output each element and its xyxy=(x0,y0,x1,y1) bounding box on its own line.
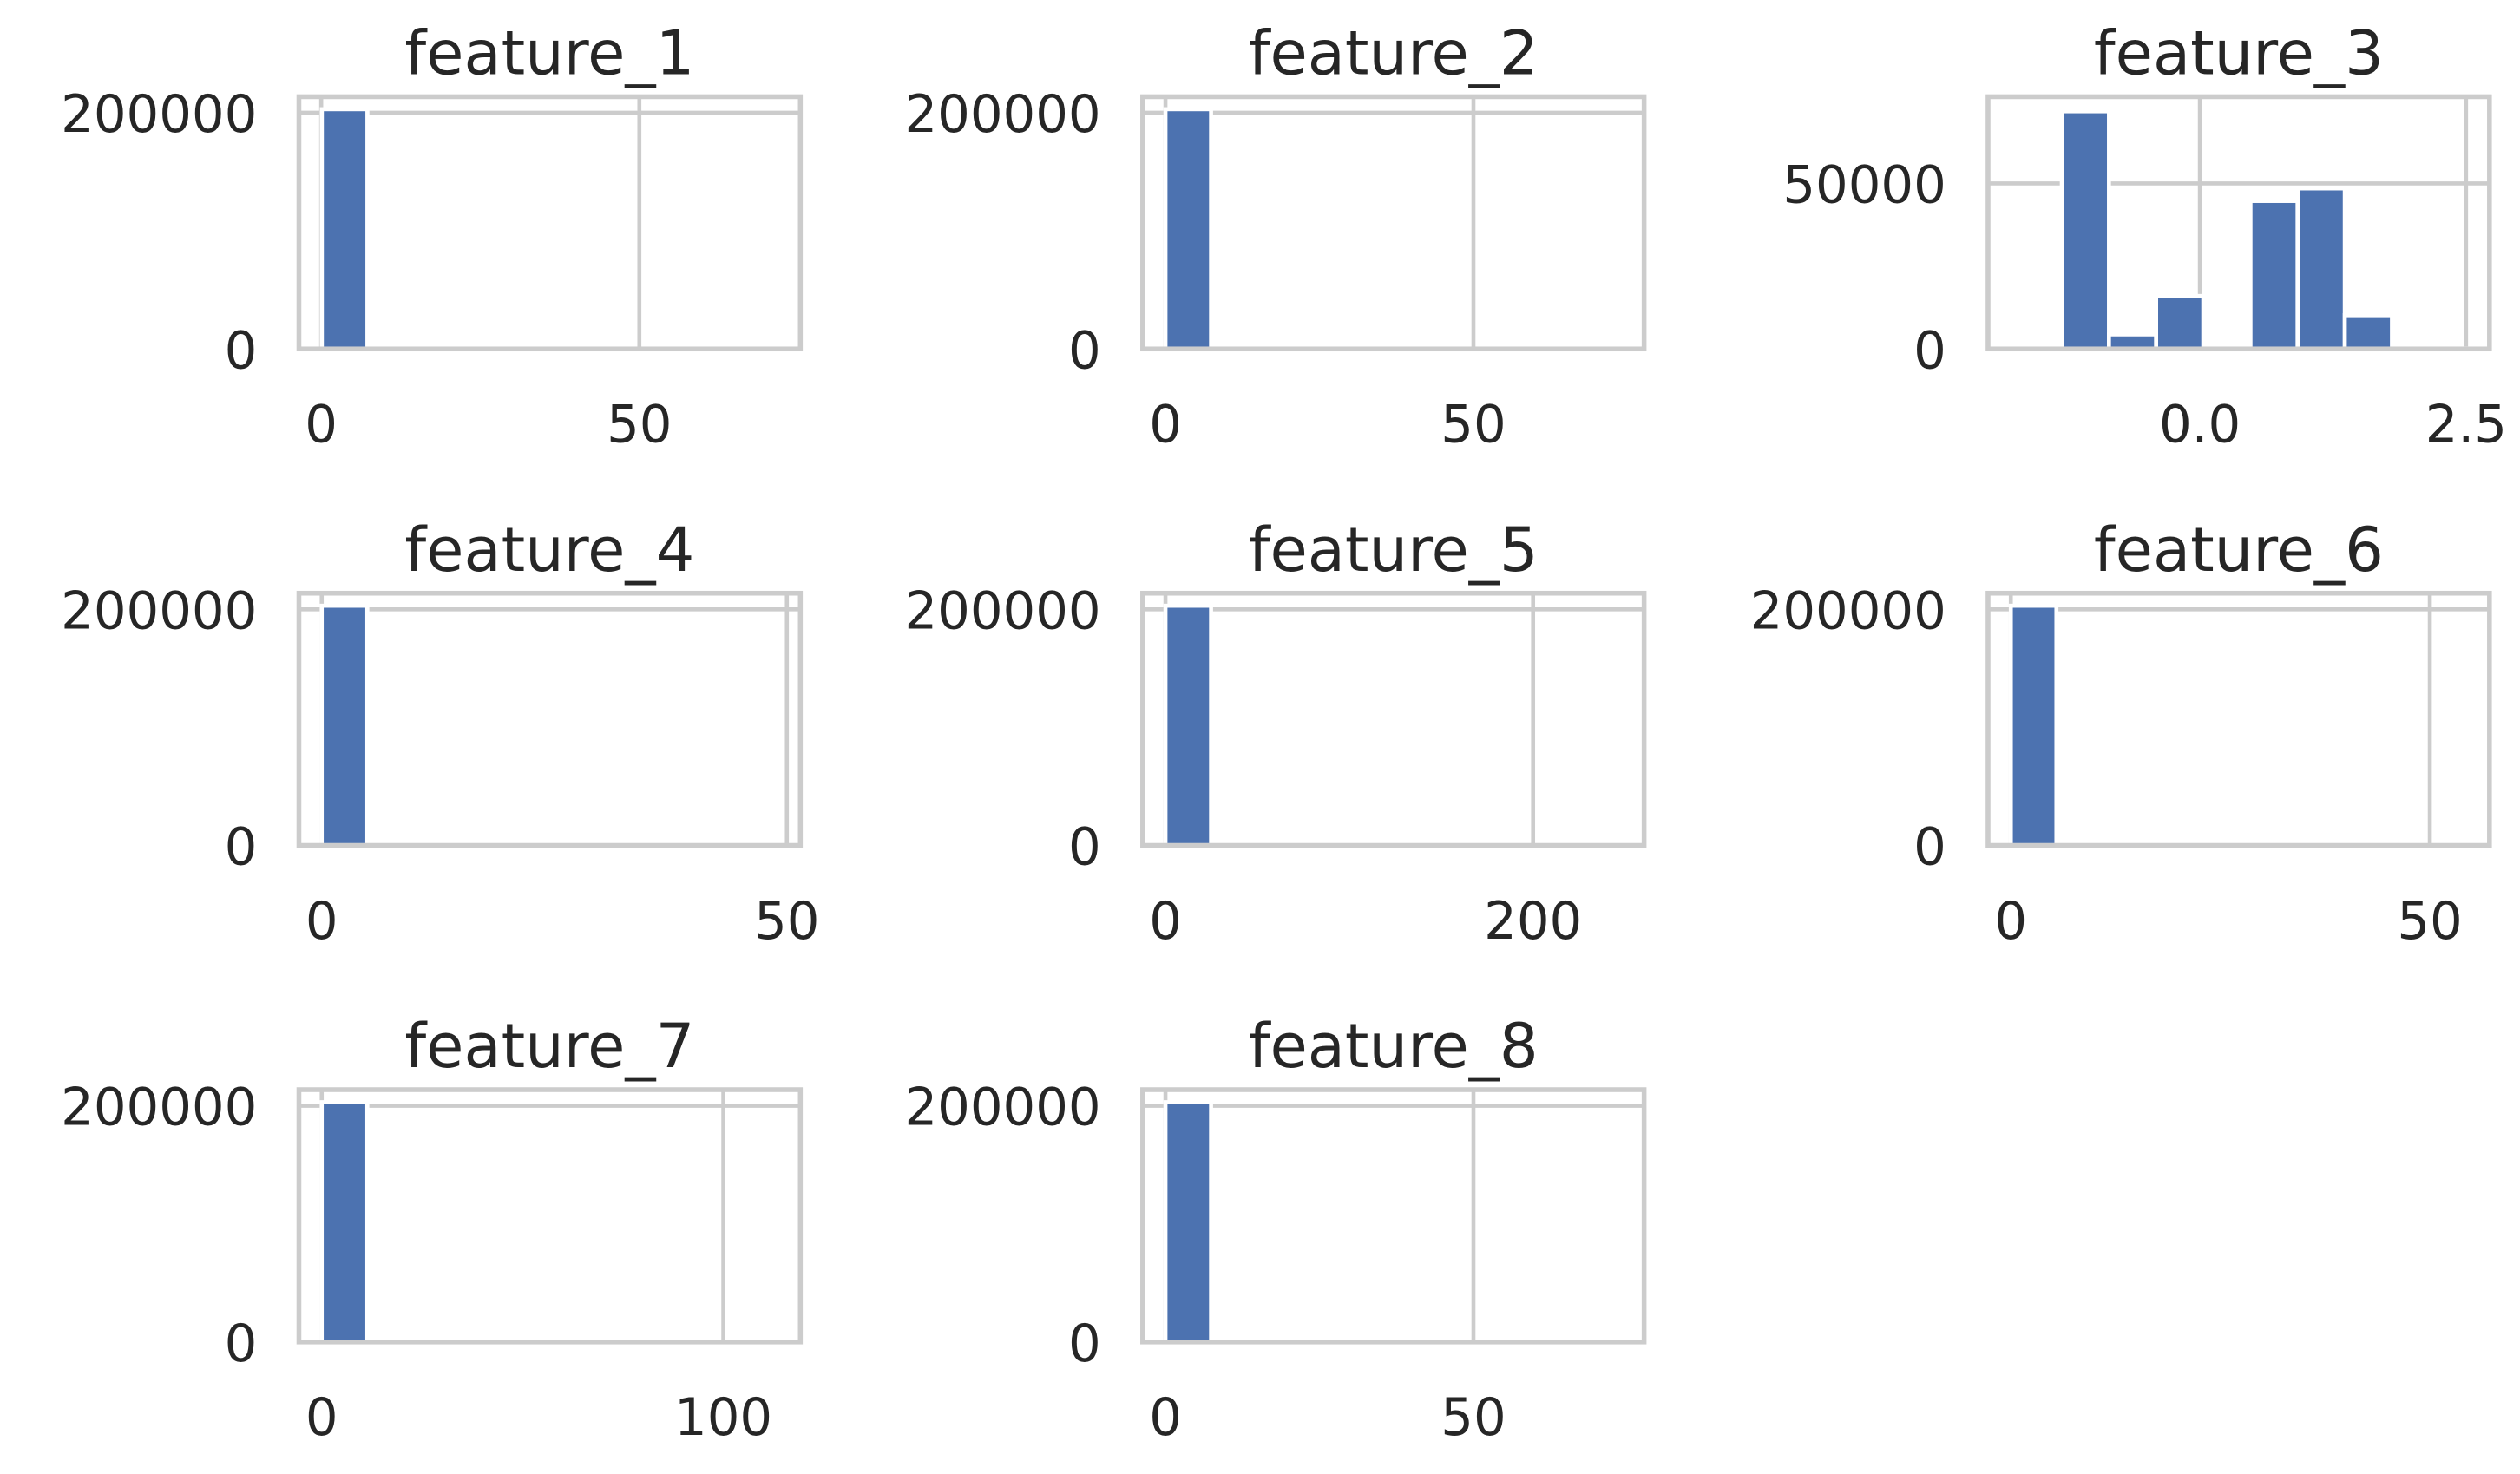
subplot: 0 100 0 200000 feature_7 xyxy=(61,1011,804,1447)
x-tick-label: 50 xyxy=(1440,395,1506,455)
x-tick-label: 0 xyxy=(1149,1387,1182,1447)
x-tick-label: 0 xyxy=(305,1387,338,1447)
x-tick-label: 2.5 xyxy=(2425,395,2507,455)
x-tick-label: 0 xyxy=(1149,395,1182,455)
y-tick-label: 0 xyxy=(225,320,258,380)
x-tick-label: 50 xyxy=(1440,1387,1506,1447)
axes-frame xyxy=(296,590,804,848)
subplot-title: feature_1 xyxy=(404,18,694,89)
y-tick-label: 200000 xyxy=(1750,580,1946,640)
y-tick-label: 0 xyxy=(1068,1313,1101,1373)
y-tick-label: 0 xyxy=(1068,320,1101,380)
subplot-title: feature_4 xyxy=(404,514,694,586)
subplot: 0 50 0 200000 feature_4 xyxy=(61,514,819,951)
y-tick-label: 0 xyxy=(1068,817,1101,877)
bar xyxy=(2248,199,2300,351)
subplot-title: feature_8 xyxy=(1249,1011,1539,1082)
y-tick-label: 50000 xyxy=(1782,155,1946,215)
bar xyxy=(319,107,370,351)
y-tick-label: 200000 xyxy=(61,1078,257,1137)
x-tick-label: 50 xyxy=(2397,891,2462,951)
subplot: 0 50 0 200000 feature_6 xyxy=(1750,514,2492,951)
subplot-title: feature_3 xyxy=(2094,18,2384,89)
subplot: 0 200 0 200000 feature_5 xyxy=(904,514,1647,951)
y-tick-label: 0 xyxy=(225,1313,258,1373)
y-tick-label: 200000 xyxy=(904,84,1100,144)
subplot-title: feature_6 xyxy=(2094,514,2384,586)
subplot-title: feature_7 xyxy=(404,1011,694,1082)
x-tick-label: 0 xyxy=(305,891,338,951)
x-tick-label: 200 xyxy=(1484,891,1582,951)
y-tick-label: 200000 xyxy=(904,580,1100,640)
bar xyxy=(2059,108,2111,351)
subplot: 0 50 0 200000 feature_2 xyxy=(904,18,1647,455)
axes-frame xyxy=(1140,94,1647,352)
axes-frame xyxy=(1985,590,2492,848)
y-tick-label: 200000 xyxy=(61,580,257,640)
axes-frame xyxy=(1140,590,1647,848)
bar xyxy=(1163,603,1213,848)
subplot-title: feature_2 xyxy=(1249,18,1539,89)
y-tick-label: 200000 xyxy=(904,1078,1100,1137)
bar xyxy=(319,603,370,848)
x-tick-label: 0.0 xyxy=(2159,395,2241,455)
x-tick-label: 50 xyxy=(754,891,819,951)
y-tick-label: 0 xyxy=(1913,817,1946,877)
bar xyxy=(2295,186,2347,351)
bar xyxy=(319,1100,370,1345)
x-tick-label: 50 xyxy=(607,395,672,455)
y-tick-label: 0 xyxy=(225,817,258,877)
x-tick-label: 0 xyxy=(1149,891,1182,951)
axes-frame xyxy=(1140,1087,1647,1345)
subplot-title: feature_5 xyxy=(1249,514,1539,586)
axes-frame xyxy=(296,1087,804,1345)
x-tick-label: 100 xyxy=(674,1387,772,1447)
bar xyxy=(1163,107,1213,351)
y-tick-label: 200000 xyxy=(61,84,257,144)
bar xyxy=(2154,293,2206,351)
bar xyxy=(2342,312,2394,351)
subplot: 0.0 2.5 0 50000 feature_3 xyxy=(1782,18,2507,455)
axes-frame xyxy=(296,94,804,352)
subplot: 0 50 0 200000 feature_8 xyxy=(904,1011,1647,1447)
axes-frame xyxy=(1985,94,2492,352)
x-tick-label: 0 xyxy=(305,395,338,455)
bar xyxy=(1163,1100,1213,1345)
bar xyxy=(2008,603,2059,848)
x-tick-label: 0 xyxy=(1994,891,2027,951)
subplot: 0 50 0 200000 feature_1 xyxy=(61,18,804,455)
y-tick-label: 0 xyxy=(1913,320,1946,380)
